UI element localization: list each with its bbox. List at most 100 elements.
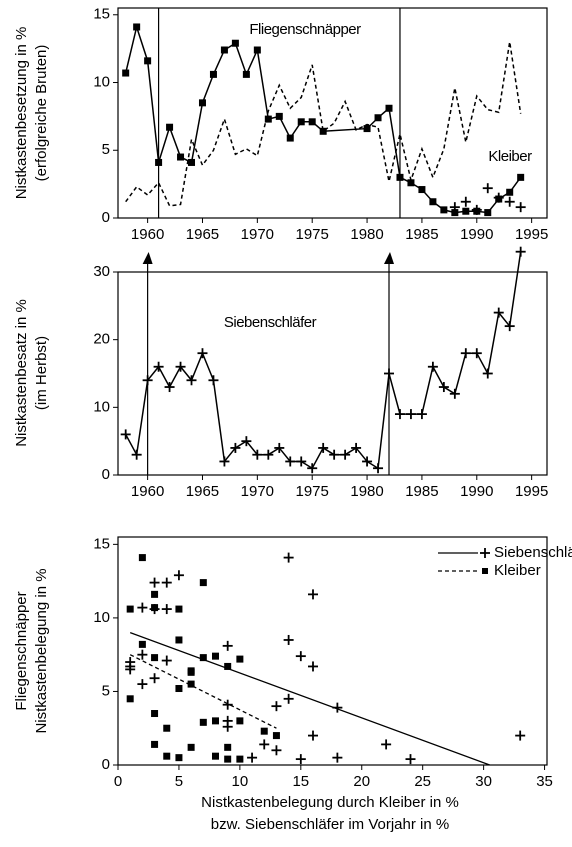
annotation: Fliegenschnäpper: [249, 21, 361, 38]
y-tick-label: 20: [93, 331, 110, 348]
marker: [484, 209, 492, 217]
marker: [449, 388, 460, 399]
y-axis-label: Nistkastenbesatz in %: [13, 299, 30, 447]
marker: [405, 754, 416, 765]
marker: [385, 104, 393, 112]
y-tick-label: 0: [102, 466, 110, 483]
plot-frame: [117, 536, 548, 766]
marker: [394, 409, 405, 420]
marker: [384, 368, 395, 379]
marker: [515, 730, 526, 741]
marker: [212, 652, 219, 660]
legend-label: Kleiber: [494, 562, 541, 579]
marker: [236, 717, 244, 725]
marker: [283, 634, 294, 645]
x-tick-label: 0: [114, 773, 122, 790]
marker: [138, 554, 146, 562]
arrow-head: [142, 252, 153, 264]
x-tick-label: 1965: [186, 483, 219, 500]
x-tick-label: 1990: [460, 226, 493, 243]
marker: [416, 409, 427, 420]
x-tick-label: 1985: [405, 226, 438, 243]
marker: [296, 456, 307, 467]
marker: [363, 125, 371, 133]
y-axis-label: Fliegenschnäpper: [13, 591, 30, 710]
marker: [286, 134, 294, 142]
marker: [144, 57, 152, 65]
x-tick-label: 1975: [296, 226, 329, 243]
marker: [283, 693, 294, 704]
annotation: Kleiber: [488, 148, 532, 165]
marker: [137, 602, 148, 613]
marker: [460, 348, 471, 359]
y-axis-label: (im Herbst): [33, 336, 50, 410]
marker: [151, 604, 159, 612]
annotation: Siebenschläfer: [224, 314, 317, 331]
marker: [209, 70, 217, 78]
marker: [151, 740, 159, 748]
marker: [275, 112, 283, 120]
marker: [149, 577, 160, 588]
marker: [187, 668, 195, 676]
legend-marker: [482, 568, 488, 574]
x-tick-label: 1980: [350, 226, 383, 243]
marker: [198, 99, 206, 107]
marker: [131, 449, 142, 460]
marker: [187, 743, 195, 751]
marker: [285, 456, 296, 467]
series-line: [125, 41, 522, 207]
x-tick-label: 1980: [350, 483, 383, 500]
marker: [173, 570, 184, 581]
marker: [138, 640, 146, 648]
x-tick-label: 10: [232, 773, 249, 790]
legend-label: Siebenschläfer: [494, 544, 572, 561]
marker: [462, 207, 470, 215]
marker: [264, 115, 272, 123]
marker: [236, 655, 244, 663]
marker: [175, 754, 183, 762]
marker: [224, 662, 232, 670]
marker: [175, 685, 183, 693]
marker: [471, 204, 482, 215]
marker: [163, 724, 171, 732]
marker: [236, 755, 244, 763]
marker: [125, 661, 136, 672]
marker: [427, 361, 438, 372]
marker: [515, 246, 526, 257]
x-axis-label: bzw. Siebenschläfer im Vorjahr in %: [211, 816, 449, 833]
marker: [253, 46, 261, 54]
marker: [471, 348, 482, 359]
marker: [197, 348, 208, 359]
marker: [151, 654, 159, 662]
marker: [340, 449, 351, 460]
y-tick-label: 0: [102, 756, 110, 773]
marker: [212, 717, 219, 725]
x-tick-label: 1970: [241, 226, 274, 243]
marker: [161, 577, 172, 588]
marker: [224, 755, 232, 763]
marker: [133, 23, 141, 31]
x-tick-label: 5: [175, 773, 183, 790]
y-axis-label: (erfolgreiche Bruten): [33, 45, 50, 182]
marker: [374, 114, 382, 122]
marker: [126, 605, 134, 613]
marker: [381, 739, 392, 750]
series-line: [124, 24, 522, 214]
marker: [295, 754, 306, 765]
marker: [482, 183, 493, 194]
marker: [429, 198, 437, 206]
marker: [362, 456, 373, 467]
marker: [212, 752, 219, 760]
marker: [274, 442, 285, 453]
marker: [482, 368, 493, 379]
marker: [153, 361, 164, 372]
y-tick-label: 5: [102, 682, 110, 699]
x-axis-label: Nistkastenbelegung durch Kleiber in %: [201, 794, 459, 811]
x-tick-label: 1975: [296, 483, 329, 500]
marker: [186, 375, 197, 386]
marker: [222, 699, 233, 710]
marker: [460, 196, 471, 207]
marker: [493, 307, 504, 318]
marker: [149, 673, 160, 684]
marker: [396, 173, 404, 181]
